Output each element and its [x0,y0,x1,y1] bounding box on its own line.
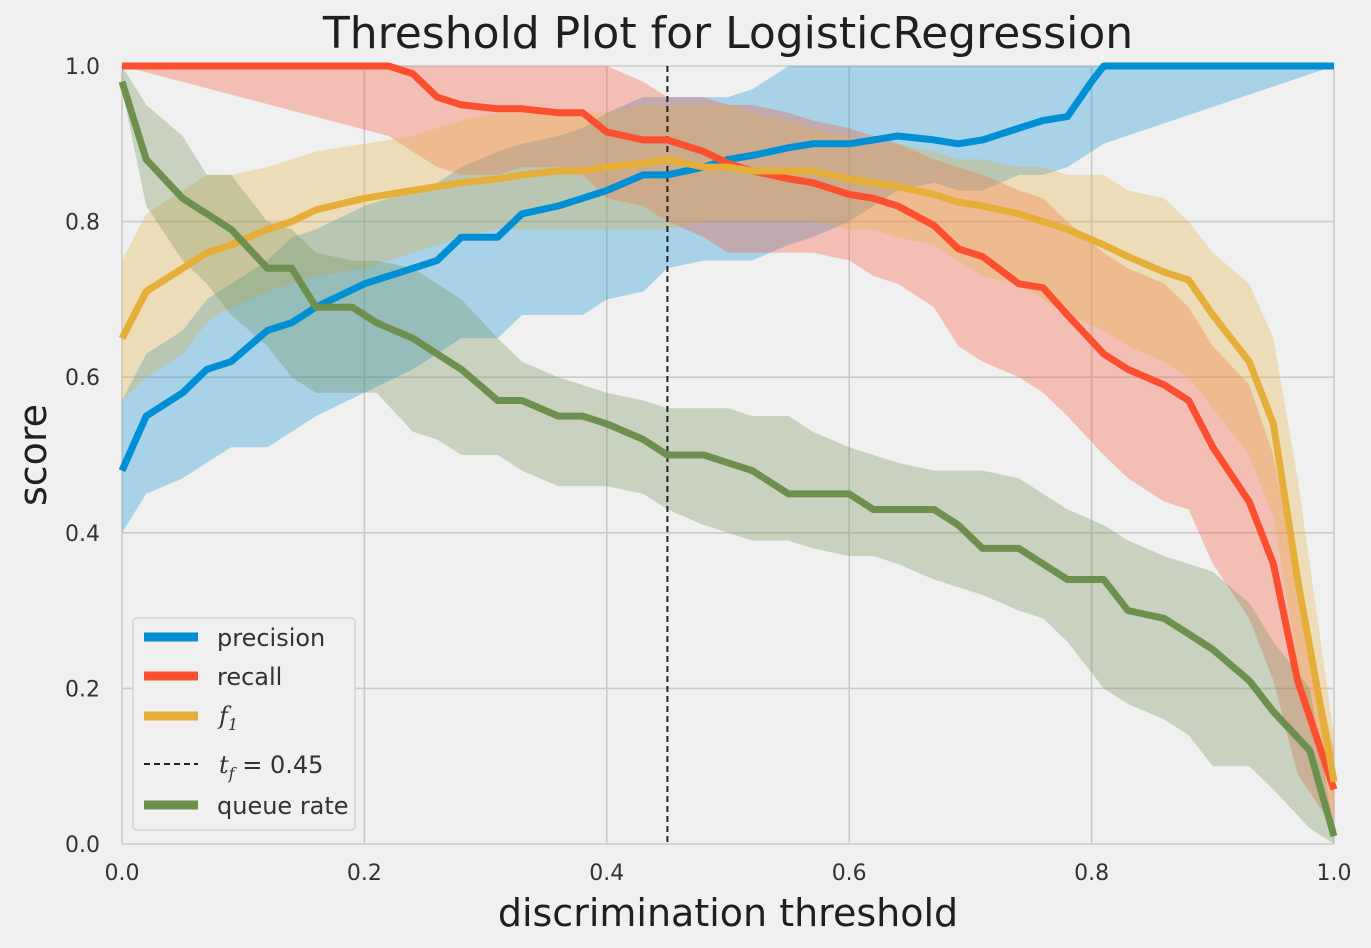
legend-box [132,617,356,831]
x-tick-label: 1.0 [1317,861,1352,886]
line-recall [122,62,1338,791]
line-f1 [118,155,1338,783]
x-tick-label: 0.0 [105,861,140,886]
y-tick-label: 0.8 [65,211,100,236]
y-tick-label: 1.0 [65,55,100,80]
tick-labels: 0.0 0.2 0.4 0.6 0.8 1.0 0.0 0.2 0.4 0.6 0.8 1.0 [65,55,1352,886]
line-queue-rate [118,80,1338,838]
legend-f1-subscript: 1 [228,715,238,734]
line-precision [118,62,1334,473]
chart-title: Threshold Plot for LogisticRegression [322,8,1133,59]
y-tick-label: 0.0 [65,833,100,858]
x-tick-label: 0.4 [589,861,624,886]
y-tick-label: 0.6 [65,366,100,391]
y-tick-label: 0.4 [65,522,100,547]
x-axis-label: discrimination threshold [498,891,958,935]
legend-label-recall: recall [217,663,282,691]
band-queue-rate [122,66,1334,844]
x-tick-label: 0.6 [832,861,867,886]
y-axis-label: score [11,404,55,506]
legend-label-queue-rate: queue rate [217,792,349,820]
x-tick-label: 0.8 [1074,861,1109,886]
legend-label-threshold: tf = 0.45 [219,751,323,783]
legend-label-precision: precision [217,624,325,652]
legend-threshold-value: = 0.45 [235,751,324,779]
y-tick-label: 0.2 [65,677,100,702]
series-lines [118,62,1338,838]
legend: precision recall f 1 tf = 0.45 queue rate [132,617,356,831]
legend-threshold-subscript: f [228,764,238,783]
legend-threshold-symbol: t [219,751,229,779]
band-recall [122,66,1334,829]
x-tick-label: 0.2 [347,861,382,886]
